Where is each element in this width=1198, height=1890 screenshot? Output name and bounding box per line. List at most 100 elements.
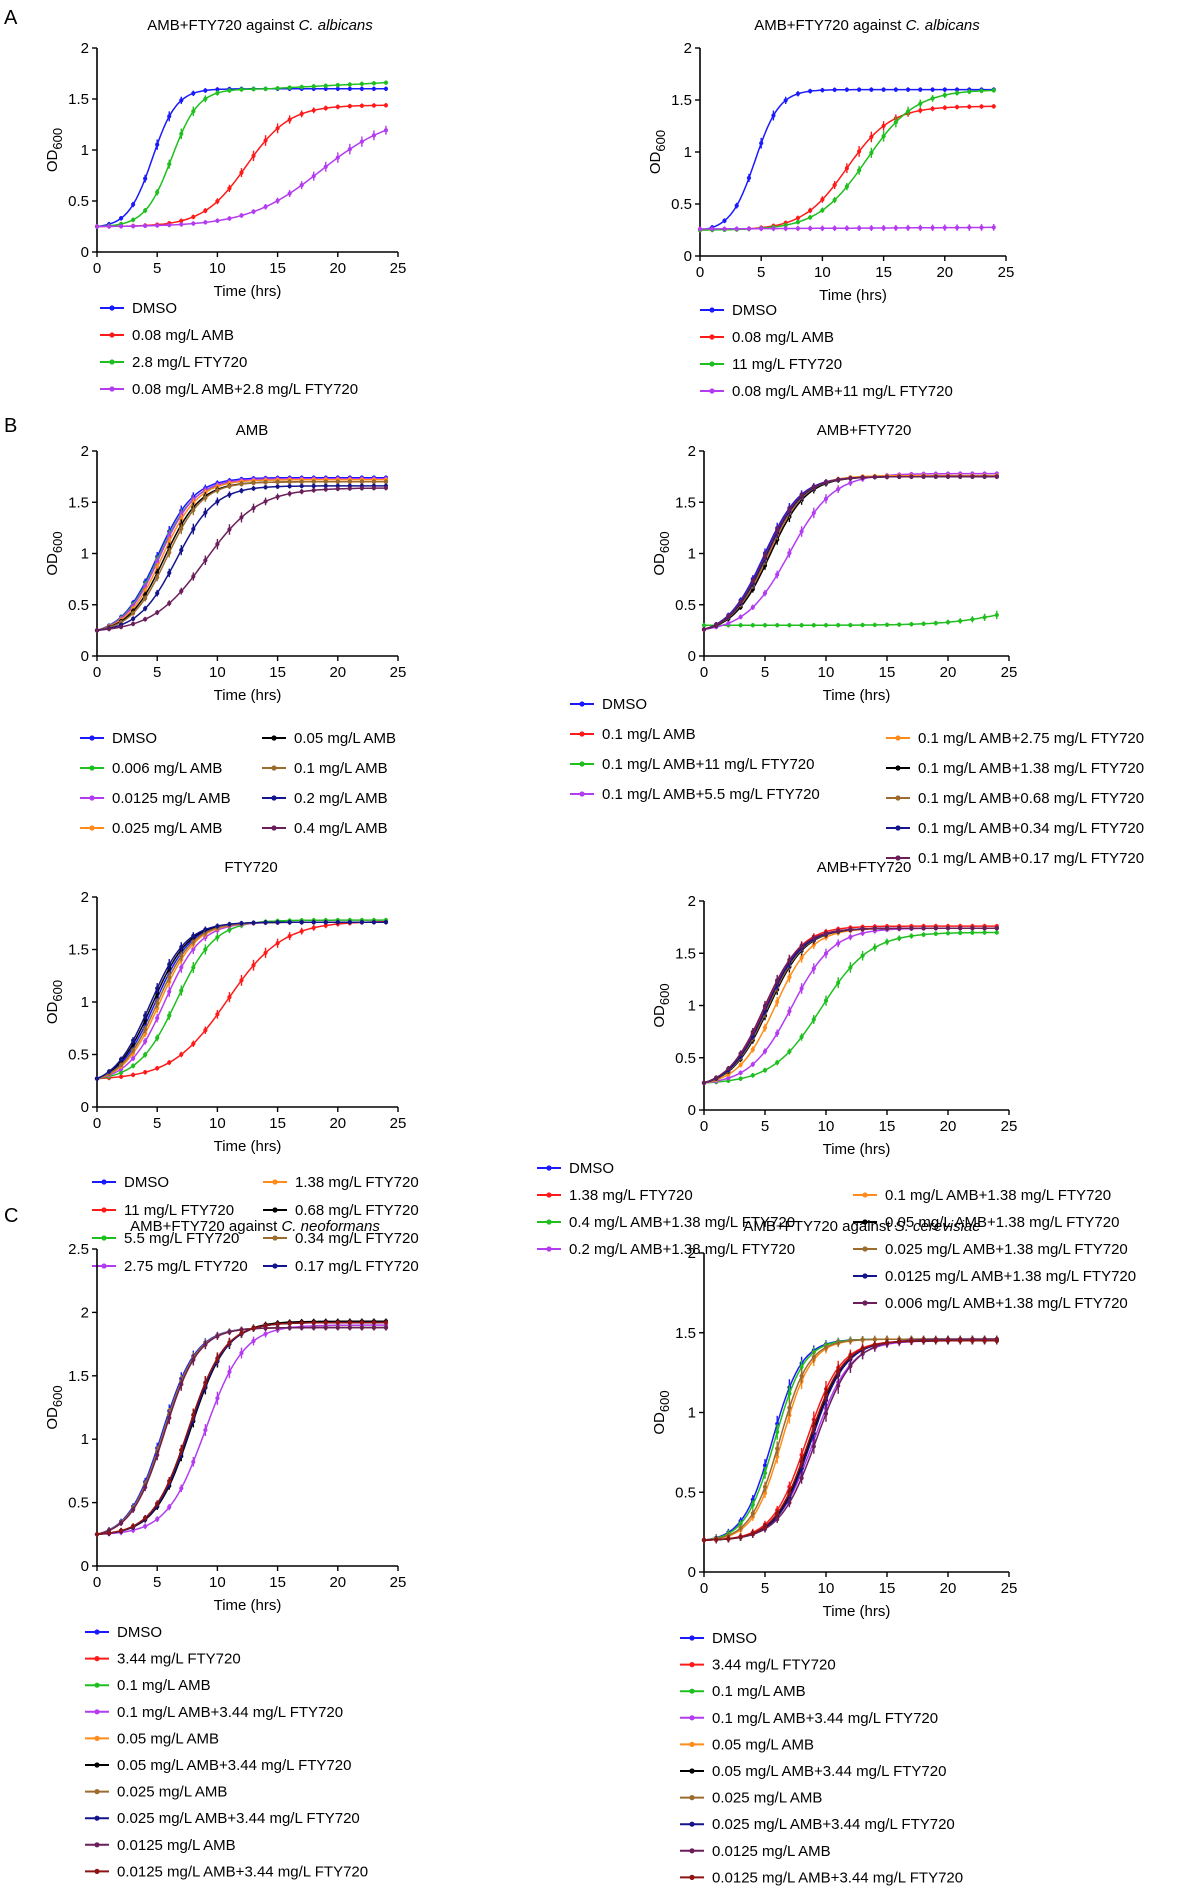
y-tick-label: 0.5 xyxy=(675,1484,696,1501)
data-point xyxy=(848,475,853,481)
data-point xyxy=(848,927,853,932)
series-line xyxy=(96,88,386,228)
data-point xyxy=(954,225,960,230)
data-point xyxy=(167,539,172,544)
data-point xyxy=(131,1056,136,1061)
data-point xyxy=(942,93,947,98)
data-point xyxy=(979,88,984,93)
legend-swatch-marker xyxy=(109,359,115,365)
series-0-2-mg-l-amb xyxy=(94,483,389,633)
series-line xyxy=(703,927,997,1084)
legend-swatch-marker xyxy=(689,1821,695,1827)
data-point xyxy=(970,926,975,931)
legend-label: 0.1 mg/L AMB+2.75 mg/L FTY720 xyxy=(918,730,1144,747)
legend-item: 0.05 mg/L AMB+3.44 mg/L FTY720 xyxy=(680,1763,946,1780)
data-point xyxy=(167,534,172,539)
data-point xyxy=(921,926,926,931)
data-point xyxy=(795,91,801,96)
data-point xyxy=(347,147,352,152)
chart-title-organism: C. albicans xyxy=(906,17,981,34)
legend-label: 0.17 mg/L FTY720 xyxy=(295,1258,419,1275)
data-point xyxy=(263,1331,268,1337)
data-point xyxy=(203,1028,208,1033)
data-point xyxy=(323,920,328,925)
data-point xyxy=(155,591,160,596)
data-point xyxy=(787,550,792,556)
data-point xyxy=(726,1536,731,1541)
legend-label: 0.1 mg/L AMB+0.68 mg/L FTY720 xyxy=(918,790,1144,807)
legend-swatch-marker xyxy=(689,1635,695,1641)
data-point xyxy=(982,1338,987,1343)
data-point xyxy=(750,1029,755,1034)
x-tick-label: 15 xyxy=(879,1580,896,1597)
data-point xyxy=(738,614,743,620)
data-point xyxy=(118,624,124,630)
data-point xyxy=(143,223,148,228)
y-tick-label: 0.5 xyxy=(671,196,692,213)
legend-swatch-marker xyxy=(862,1300,868,1306)
y-tick-label: 1 xyxy=(684,144,692,161)
data-point xyxy=(945,474,951,479)
data-point xyxy=(299,111,304,116)
data-point xyxy=(191,965,196,970)
legend-label: DMSO xyxy=(124,1174,169,1191)
legend: DMSO 0.08 mg/L AMB 2.8 mg/L FTY720 0.08 mg/… xyxy=(100,300,358,398)
data-point xyxy=(203,1380,208,1385)
data-point xyxy=(239,921,244,926)
data-point xyxy=(191,526,196,532)
panel-label-c: C xyxy=(4,1205,18,1227)
series-line xyxy=(703,475,997,631)
data-point xyxy=(762,1068,768,1073)
series-11-mg-l-fty720 xyxy=(697,88,996,233)
data-point xyxy=(823,931,829,936)
legend-label: 0.1 mg/L AMB+11 mg/L FTY720 xyxy=(602,756,814,773)
legend-label: DMSO xyxy=(732,302,777,319)
y-tick-label: 2 xyxy=(684,40,692,57)
data-point xyxy=(94,1532,100,1537)
data-point xyxy=(811,1444,816,1449)
series-line xyxy=(96,1326,386,1536)
data-point xyxy=(775,1446,780,1451)
data-point xyxy=(918,108,923,113)
data-point xyxy=(738,1070,743,1075)
data-point xyxy=(762,1463,768,1468)
legend-item: 0.0125 mg/L AMB+3.44 mg/L FTY720 xyxy=(85,1863,368,1880)
data-point xyxy=(203,510,208,515)
legend: DMSO 0.1 mg/L AMB 0.1 mg/L AMB+11 mg/L FTY… xyxy=(570,696,1144,867)
y-tick-label: 0 xyxy=(81,1099,89,1116)
data-point xyxy=(299,489,304,494)
data-point xyxy=(263,480,268,485)
legend-swatch-marker xyxy=(689,1741,695,1747)
x-tick-label: 25 xyxy=(1001,664,1018,681)
y-tick-label: 0 xyxy=(688,648,696,665)
data-point xyxy=(359,1325,364,1330)
data-point xyxy=(994,926,999,931)
data-point xyxy=(945,931,951,936)
data-point xyxy=(811,935,816,941)
legend-swatch-marker xyxy=(709,361,715,367)
data-point xyxy=(945,1338,951,1343)
data-point xyxy=(215,488,220,493)
series-line xyxy=(96,476,386,632)
legend-label: DMSO xyxy=(132,300,177,317)
legend-label: 0.08 mg/L AMB+2.8 mg/L FTY720 xyxy=(132,381,358,398)
data-point xyxy=(933,1338,938,1343)
data-point xyxy=(991,225,996,230)
data-point xyxy=(275,920,280,925)
data-point xyxy=(143,1524,148,1529)
data-point xyxy=(930,225,935,230)
legend-swatch-marker xyxy=(94,1709,100,1715)
data-point xyxy=(383,103,389,108)
y-tick-label: 2 xyxy=(81,443,89,460)
data-point xyxy=(759,226,764,231)
data-point xyxy=(299,183,304,188)
data-point xyxy=(775,1517,780,1522)
data-point xyxy=(167,1415,172,1421)
y-tick-label: 1 xyxy=(688,998,696,1015)
series-0-1-mg-l-amb-0-68-mg-l-fty720 xyxy=(701,474,999,632)
legend-item: 0.68 mg/L FTY720 xyxy=(263,1202,419,1219)
y-axis-label-sub: 600 xyxy=(657,531,672,553)
data-point xyxy=(191,214,196,220)
data-point xyxy=(215,87,220,92)
data-point xyxy=(750,1073,755,1078)
